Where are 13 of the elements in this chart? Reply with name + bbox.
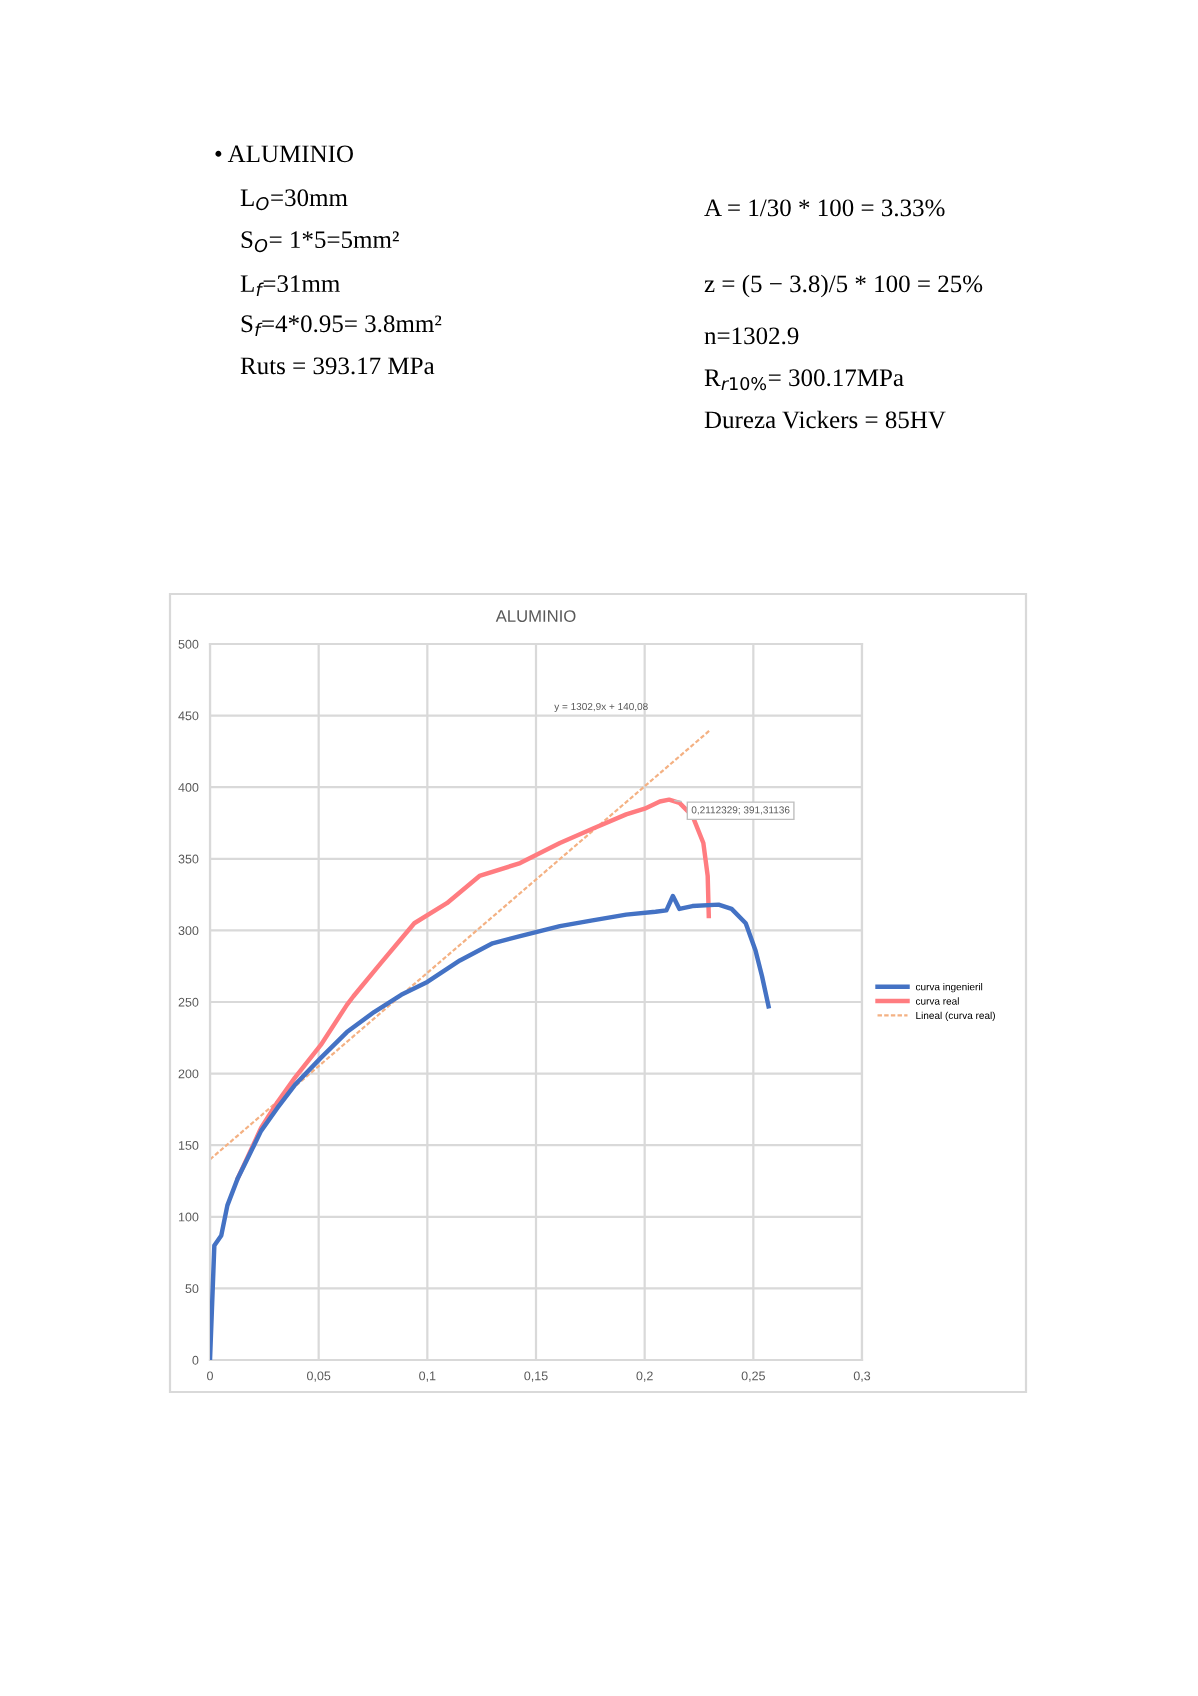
text: • ALUMINIO <box>215 145 353 163</box>
chart-title: ALUMINIO <box>495 610 576 622</box>
text: Ruts = 393.17 MPa <box>240 357 435 375</box>
text: Dureza Vickers = 85HV <box>704 410 946 429</box>
text: L$_{f}$=31mm <box>240 275 340 296</box>
text: z = (5 − 3.8)/5 * 100 = 25% <box>704 274 983 298</box>
text: n=1302.9 <box>704 327 799 345</box>
text: S$_{O}$= 1*5=5mm² <box>241 231 399 253</box>
text: R$_{r10%}$= 300.17MPa <box>704 369 904 391</box>
text: S$_{f}$=4*0.95= 3.8mm² <box>241 315 442 336</box>
line-series <box>210 893 771 1360</box>
text: L$_{O}$=30mm <box>240 189 348 211</box>
text: A = 1/30 * 100 = 3.33% <box>704 199 945 217</box>
